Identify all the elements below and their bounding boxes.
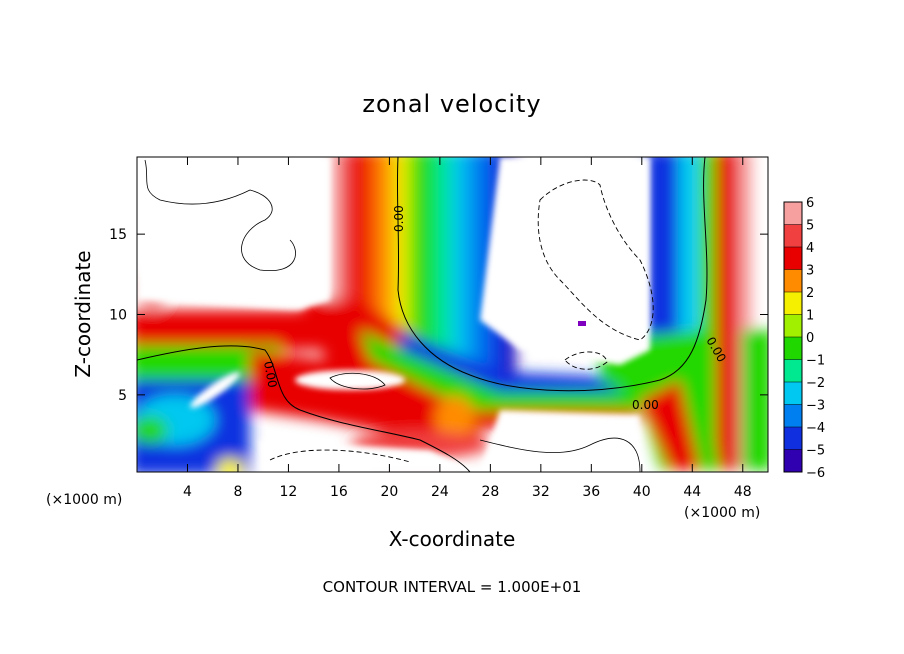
colorbar-swatch <box>784 427 802 450</box>
colorbar-label: 0 <box>806 331 814 346</box>
plot-area: 0.00 0.00 0.00 0.00 <box>137 157 768 472</box>
y-axis-title: Z-coordinate <box>71 250 95 377</box>
colorbar-swatch <box>784 314 802 337</box>
white-slot-left <box>190 372 240 408</box>
chart-title: zonal velocity <box>362 90 541 118</box>
field-left-yellow <box>137 416 168 444</box>
x-tick-label: 20 <box>380 484 398 500</box>
x-tick-label: 4 <box>183 484 192 500</box>
field-right-mid-red <box>640 380 700 470</box>
colorbar-swatch <box>784 337 802 360</box>
white-bottom-band <box>260 440 480 472</box>
x-tick-label: 40 <box>633 484 651 500</box>
white-top-left <box>137 157 330 310</box>
x-tick-label: 12 <box>280 484 298 500</box>
white-slot-mid <box>295 370 405 390</box>
colorbar-label: 2 <box>806 286 814 301</box>
colorbar-swatch <box>784 247 802 270</box>
x-tick-label: 32 <box>532 484 550 500</box>
field-right-edge <box>742 330 768 470</box>
colorbar-label: −6 <box>806 466 825 481</box>
x-tick-label: 44 <box>683 484 701 500</box>
field-mid-red <box>250 350 480 440</box>
field-bottom-yellow <box>216 458 244 472</box>
contour-dashed-upper <box>537 179 654 341</box>
x-tick-label: 28 <box>481 484 499 500</box>
colorbar-swatch <box>784 202 802 225</box>
contour-thin-lower <box>329 372 386 390</box>
field-band-lower-blue <box>400 330 640 392</box>
y-tick-label: 15 <box>109 227 127 243</box>
x-tick-label: 8 <box>233 484 242 500</box>
contour-dashed-small <box>564 351 608 370</box>
colorbar-label: −1 <box>806 354 825 369</box>
purple-speck <box>578 321 586 326</box>
x-tick-label: 48 <box>734 484 752 500</box>
contour-label-left: 0.00 <box>261 360 279 389</box>
x-axis-title: X-coordinate <box>389 527 516 551</box>
x-tick-label: 36 <box>582 484 600 500</box>
colorbar-swatch <box>784 382 802 405</box>
x-axis-ticks: 4 8 12 16 20 24 28 32 36 40 44 48 <box>183 157 752 500</box>
colorbar-label: −4 <box>806 421 825 436</box>
colorbar-label: 5 <box>806 219 814 234</box>
x-unit-left: (×1000 m) <box>46 492 122 508</box>
white-upper-middle <box>480 157 650 365</box>
colorbar-label: 1 <box>806 309 814 324</box>
contour-zero-left <box>137 345 471 472</box>
contour-thin-top-left <box>144 159 296 272</box>
white-lower-middle <box>480 410 640 472</box>
contour-interval-note: CONTOUR INTERVAL = 1.000E+01 <box>323 578 582 596</box>
contour-thin-right-lower <box>479 437 641 472</box>
y-tick-label: 10 <box>109 308 127 324</box>
colorbar-swatch <box>784 449 802 472</box>
field-left-red <box>137 310 340 350</box>
colorbar: 6 5 4 3 2 1 0 −1 −2 −3 −4 −5 −6 <box>783 196 825 481</box>
colorbar-swatch <box>784 269 802 292</box>
y-tick-label: 5 <box>118 388 127 404</box>
y-axis-ticks: 5 10 15 <box>109 227 768 404</box>
field-orange-blob <box>435 396 475 440</box>
colorbar-label: 3 <box>806 264 814 279</box>
colorbar-swatch <box>784 359 802 382</box>
field-right-red <box>716 157 738 470</box>
colorbar-label: 6 <box>806 196 814 211</box>
colorbar-label: 4 <box>806 241 814 256</box>
colorbar-swatch <box>784 292 802 315</box>
x-tick-label: 16 <box>330 484 348 500</box>
contour-dashed-bottom <box>269 449 411 463</box>
colorbar-swatch <box>784 224 802 247</box>
x-tick-label: 24 <box>431 484 449 500</box>
colorbar-label: −5 <box>806 444 825 459</box>
x-unit-right: (×1000 m) <box>684 505 760 521</box>
colorbar-label: −3 <box>806 399 825 414</box>
contour-label-top: 0.00 <box>392 205 406 232</box>
contour-zero-main <box>396 157 708 392</box>
contour-label-bottom: 0.00 <box>632 398 659 412</box>
colorbar-label: −2 <box>806 376 825 391</box>
colorbar-swatch <box>784 404 802 427</box>
